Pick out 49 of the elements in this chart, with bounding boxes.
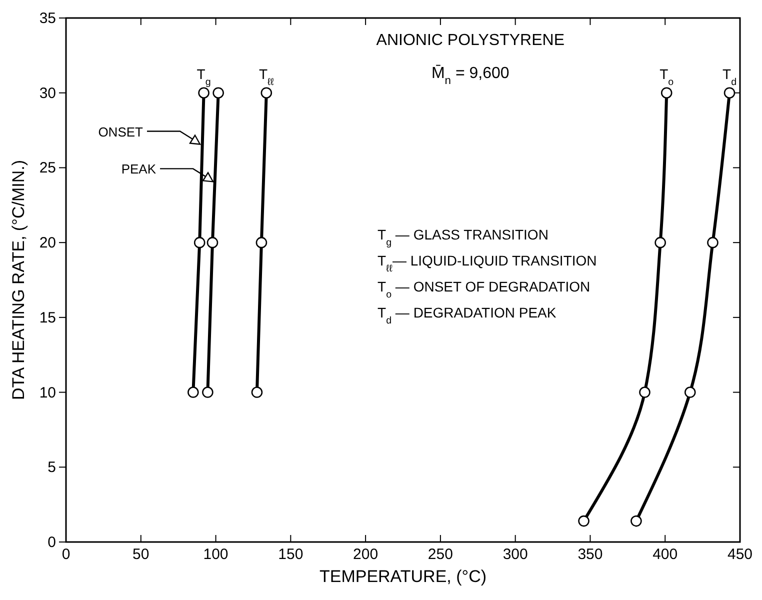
x-tick-label: 200: [353, 546, 378, 563]
point: [256, 236, 268, 248]
y-axis-title: DTA HEATING RATE, (°C/MIN.): [9, 160, 28, 400]
x-tick-label: 350: [578, 546, 603, 563]
text: ANIONIC POLYSTYRENE: [376, 32, 564, 49]
point: [724, 87, 736, 99]
y-tick-label: 0: [48, 534, 56, 551]
annotation: ONSET: [98, 124, 144, 140]
point: [188, 386, 199, 398]
x-tick-label: 300: [502, 546, 528, 563]
point: [251, 386, 263, 398]
point: [198, 87, 210, 99]
annotation: T$_{g}$ — GLASS TRANSITION: [378, 226, 548, 248]
x-tick-label: 250: [428, 546, 453, 563]
point: [578, 515, 590, 527]
point: [707, 236, 718, 248]
y-tick-label: 30: [39, 84, 56, 102]
point: [194, 236, 206, 248]
series-label: T$_{g}$: [196, 66, 211, 88]
y-tick-label: 15: [39, 309, 56, 326]
y-tick-label: 10: [39, 384, 56, 402]
point: [260, 87, 272, 99]
x-tick-label: 150: [278, 546, 304, 563]
annotation: PEAK: [121, 162, 156, 177]
series-label: T$_{o}$: [660, 66, 674, 88]
x-tick-label: 400: [652, 546, 678, 563]
series-label: T$_{ℓℓ}$: [258, 66, 275, 88]
x-tick-label: 100: [203, 546, 228, 563]
point: [202, 386, 214, 398]
point: [630, 515, 642, 527]
point: [639, 386, 650, 398]
x-tick-label: 0: [62, 546, 70, 563]
point: [206, 236, 218, 248]
y-tick-label: 35: [39, 10, 56, 27]
y-tick-label: 20: [39, 234, 56, 252]
series-label: T$_{d}$: [722, 66, 737, 88]
annotation: T$_{ℓℓ}$— LIQUID-LIQUID TRANSITION: [378, 252, 597, 274]
text: M̄$_{n}$ = 9,600: [431, 64, 510, 87]
point: [684, 386, 696, 398]
x-tick-label: 50: [132, 546, 150, 563]
annotation: T$_{d}$ — DEGRADATION PEAK: [378, 304, 557, 326]
point: [212, 87, 224, 99]
point: [654, 236, 666, 248]
x-tick-label: 450: [727, 546, 753, 563]
x-axis-title: TEMPERATURE, (°C): [319, 567, 487, 586]
y-tick-label: 25: [39, 160, 56, 177]
point: [660, 87, 672, 99]
y-tick-label: 5: [48, 459, 56, 476]
annotation: T$_{o}$ — ONSET OF DEGRADATION: [378, 278, 590, 300]
